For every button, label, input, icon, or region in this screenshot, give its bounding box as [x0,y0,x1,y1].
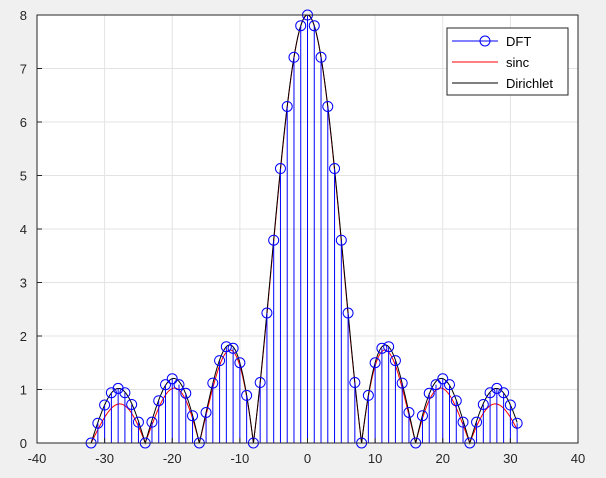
dft-marker [329,163,341,175]
dft-marker [99,399,111,411]
dft-marker [396,377,408,389]
dft-marker [173,379,185,391]
y-tick-label: 2 [20,329,27,344]
dft-marker [132,416,144,428]
dft-marker [504,399,516,411]
y-tick-label: 0 [20,436,27,451]
dft-marker [444,379,456,391]
dft-marker [498,387,510,399]
dft-marker [362,389,374,401]
dft-marker [281,100,293,112]
x-tick-label: -20 [163,451,182,466]
dft-marker [322,100,334,112]
x-tick-label: 10 [368,451,382,466]
legend-dirichlet-label: Dirichlet [506,76,553,91]
dft-marker [268,234,280,246]
dft-marker [315,51,327,63]
dft-marker [308,20,320,32]
dft-marker [261,307,273,319]
dft-marker [403,407,415,419]
dft-marker [349,377,361,389]
dft-marker [457,416,469,428]
y-tick-label: 3 [20,276,27,291]
dft-marker [288,51,300,63]
dft-marker [383,341,395,353]
dft-marker [234,357,246,369]
dft-marker [180,387,192,399]
dft-marker [159,379,171,391]
dft-marker [511,417,523,429]
y-tick-label: 8 [20,8,27,23]
x-tick-label: -40 [28,451,47,466]
legend-sinc-label: sinc [506,55,530,70]
dft-marker [200,407,212,419]
y-tick-label: 4 [20,222,27,237]
x-tick-label: 30 [503,451,517,466]
ticks: -40 -30 -20 -10 0 10 20 30 40 0 1 2 3 4 5 6 7 8 [20,8,585,466]
x-tick-label: -10 [230,451,249,466]
dft-marker [241,389,253,401]
dft-marker [477,398,489,410]
x-tick-label: 20 [436,451,450,466]
dft-marker [92,417,104,429]
dft-marker [376,342,388,354]
dft-marker [423,387,435,399]
dft-marker [207,377,219,389]
dft-marker [416,410,428,422]
dft-marker [153,395,165,407]
dft-marker [369,357,381,369]
dft-marker [295,20,307,32]
y-tick-label: 7 [20,62,27,77]
dft-marker [274,163,286,175]
dft-marker [187,410,199,422]
dft-marker [389,355,401,367]
y-tick-label: 1 [20,383,27,398]
x-tick-label: 40 [571,451,585,466]
dft-marker [450,395,462,407]
legend-dft-label: DFT [506,34,531,49]
y-tick-label: 5 [20,169,27,184]
dft-marker [166,373,178,385]
x-tick-label: 0 [304,451,311,466]
dft-marker [430,379,442,391]
dft-marker [220,341,232,353]
dft-marker [214,355,226,367]
dft-marker [126,398,138,410]
legend: DFT sinc Dirichlet [446,27,569,96]
dft-marker [227,342,239,354]
dft-marker [254,377,266,389]
dft-stems [85,9,523,449]
legend-dft-marker [479,35,491,47]
dft-marker [146,416,158,428]
dft-marker [342,307,354,319]
dft-marker [471,416,483,428]
dft-marker [119,387,131,399]
x-tick-label: -30 [95,451,114,466]
y-tick-label: 6 [20,115,27,130]
dft-marker [335,234,347,246]
dft-marker [437,373,449,385]
